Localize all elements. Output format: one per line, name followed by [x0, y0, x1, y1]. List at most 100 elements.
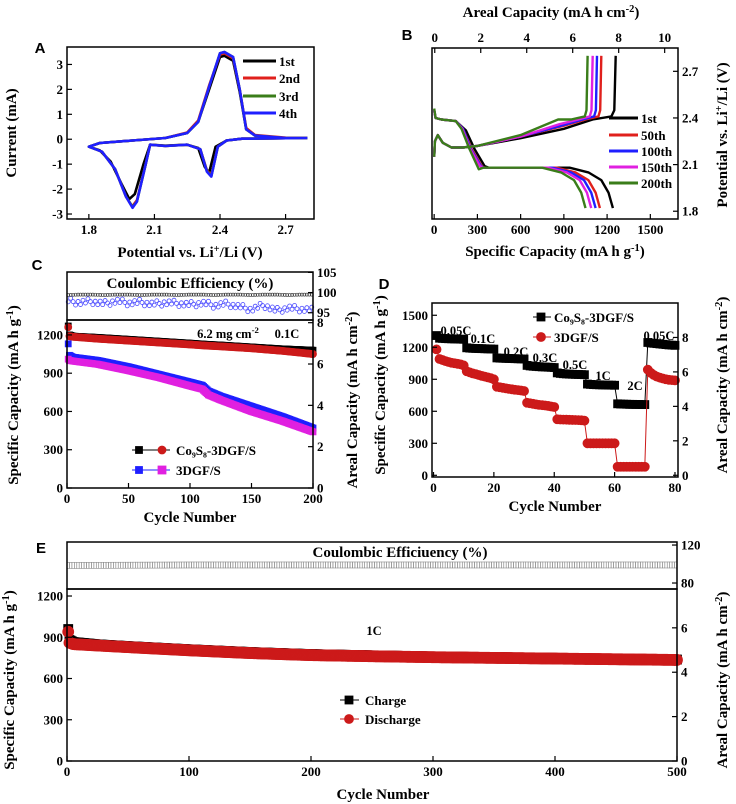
- ce-point: [498, 561, 502, 569]
- tick-label: 0: [431, 222, 438, 237]
- ce-point-co9s8: [206, 292, 211, 297]
- ce-point-co9s8: [169, 292, 174, 297]
- ce-point: [481, 561, 485, 569]
- ce-point: [405, 561, 409, 569]
- ce-point-3dgf: [262, 306, 268, 312]
- ce-point: [598, 561, 602, 569]
- ce-point: [615, 561, 619, 569]
- tick-label: 105: [317, 265, 337, 280]
- ce-point-3dgf: [183, 299, 189, 305]
- legend-label: Charge: [365, 693, 406, 708]
- tick-label: 200: [301, 764, 321, 779]
- tick-label: 600: [409, 404, 429, 419]
- right-axis-title: Areal Capacity (mA h cm-2): [344, 312, 362, 489]
- ce-point: [491, 561, 495, 569]
- label-part: ): [634, 5, 639, 21]
- superscript: -1: [631, 243, 640, 254]
- ce-point-co9s8: [268, 292, 272, 297]
- rate-label: 0.1C: [471, 332, 496, 346]
- ce-point: [418, 561, 422, 569]
- tick-label: 95: [317, 305, 331, 320]
- ce-point: [171, 561, 175, 569]
- superscript: -2: [344, 317, 355, 326]
- ce-point-co9s8: [194, 292, 198, 297]
- data-point-discharge: [64, 323, 73, 332]
- ce-point-3dgf: [240, 302, 246, 307]
- ce-point-3dgf: [304, 305, 310, 311]
- ce-point: [393, 561, 397, 569]
- ce-point-co9s8: [118, 292, 122, 297]
- ce-point-3dgf: [112, 300, 118, 306]
- rate-label: 0.05C: [441, 324, 472, 338]
- tick-label: -3: [52, 207, 63, 222]
- ce-point: [610, 561, 614, 569]
- ce-point-co9s8: [120, 292, 125, 297]
- ce-point-co9s8: [162, 292, 167, 297]
- ce-point: [157, 561, 161, 569]
- ce-point: [286, 561, 290, 569]
- ce-point-3dgf: [220, 302, 226, 308]
- rate-label: 2C: [627, 379, 642, 393]
- tick-label: 300: [423, 764, 443, 779]
- ce-point: [654, 561, 658, 569]
- ce-point: [315, 561, 319, 569]
- ce-point: [320, 561, 324, 569]
- ce-point-3dgf: [95, 302, 101, 308]
- ce-point-co9s8: [86, 292, 90, 297]
- ce-point-co9s8: [297, 292, 302, 297]
- legend-label: 150th: [641, 160, 673, 175]
- ce-point-co9s8: [209, 293, 213, 297]
- ce-point: [632, 561, 636, 569]
- ce-point-co9s8: [78, 292, 83, 297]
- ce-point: [620, 561, 624, 569]
- tick-label: 50: [122, 491, 135, 506]
- ce-point: [188, 561, 192, 569]
- tick-label: 300: [468, 222, 488, 237]
- ce-point: [105, 561, 109, 569]
- panel-e: E0 100 200 300 400 50003006009001200024680120…: [1, 538, 732, 803]
- legend-marker: [344, 695, 354, 705]
- ce-point-co9s8: [211, 293, 216, 297]
- ce-point: [596, 561, 600, 569]
- plot-frame: [66, 46, 315, 220]
- ce-point-co9s8: [270, 292, 275, 297]
- ce-point: [518, 561, 522, 569]
- tick-label: 4: [523, 30, 530, 45]
- ce-point: [222, 561, 226, 569]
- ce-point: [254, 561, 258, 569]
- ce-point: [474, 561, 478, 569]
- ce-point: [83, 562, 87, 569]
- ce-point-3dgf: [147, 303, 152, 309]
- superscript: -2: [714, 597, 725, 606]
- ce-point: [644, 561, 648, 569]
- data-point: [670, 375, 680, 386]
- tick-label: 40: [548, 480, 561, 495]
- ce-point: [591, 561, 595, 569]
- label-part: ): [373, 295, 389, 300]
- ce-point-3dgf: [297, 309, 302, 315]
- ce-point: [252, 561, 256, 569]
- ce-point: [117, 561, 121, 569]
- ce-point: [227, 561, 231, 569]
- tick-label: 0: [430, 480, 437, 495]
- legend-label: 3DGF/S: [554, 330, 599, 345]
- ce-point: [613, 561, 617, 569]
- ce-point: [652, 561, 656, 569]
- ce-point: [588, 561, 592, 569]
- ce-point: [476, 561, 480, 569]
- tick-label: 0: [432, 30, 439, 45]
- ce-point: [383, 561, 387, 569]
- ce-point-3dgf: [233, 305, 238, 311]
- ce-point-co9s8: [250, 293, 255, 297]
- legend-marker: [536, 312, 546, 322]
- ce-point: [259, 561, 263, 569]
- label-part: Specific Capacity (mA h g: [6, 318, 22, 484]
- ce-point: [93, 562, 97, 569]
- data-point: [489, 344, 499, 354]
- ce-point-co9s8: [113, 292, 117, 297]
- ce-point: [208, 561, 212, 569]
- ce-point: [608, 561, 612, 569]
- ce-point-co9s8: [241, 292, 245, 297]
- ce-point: [352, 561, 356, 569]
- tick-label: 900: [554, 222, 574, 237]
